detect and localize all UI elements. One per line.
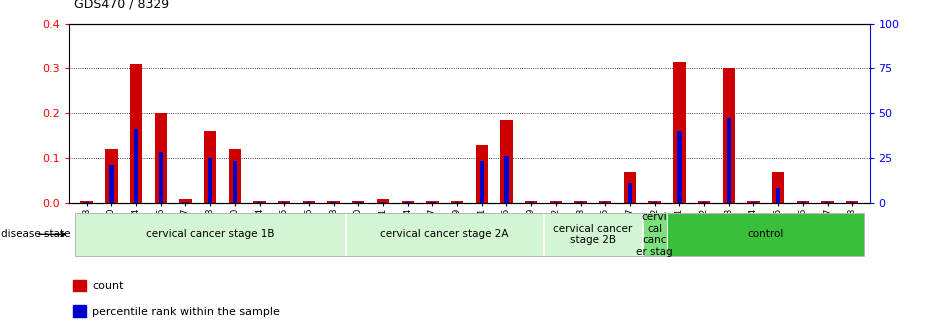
Bar (356, 202, 361, 203)
Text: cervical cancer stage 2A: cervical cancer stage 2A (380, 229, 509, 239)
Bar (208, 158, 213, 203)
Bar (72, 305, 85, 317)
Bar (751, 202, 756, 203)
Bar (228, 149, 241, 203)
Bar (796, 201, 809, 203)
Bar (525, 201, 537, 203)
Bar (405, 202, 410, 203)
Bar (327, 201, 339, 203)
Bar (179, 199, 191, 203)
FancyBboxPatch shape (643, 213, 667, 256)
Bar (278, 201, 290, 203)
Bar (648, 201, 660, 203)
Bar (554, 202, 558, 203)
Bar (479, 161, 484, 203)
Bar (158, 152, 163, 203)
Bar (776, 187, 781, 203)
Bar (697, 201, 710, 203)
Text: disease state: disease state (2, 229, 71, 239)
FancyBboxPatch shape (668, 213, 864, 256)
Bar (726, 118, 731, 203)
Bar (376, 199, 389, 203)
Bar (821, 201, 833, 203)
Bar (574, 201, 586, 203)
Bar (134, 129, 138, 203)
Bar (825, 202, 830, 203)
Bar (430, 202, 435, 203)
Bar (183, 202, 188, 203)
FancyBboxPatch shape (544, 213, 642, 256)
Bar (84, 202, 89, 203)
Bar (677, 131, 682, 203)
Bar (846, 201, 858, 203)
Bar (475, 145, 488, 203)
Bar (426, 201, 438, 203)
Bar (401, 201, 413, 203)
Bar (504, 156, 509, 203)
Bar (850, 202, 855, 203)
Bar (801, 202, 805, 203)
FancyBboxPatch shape (75, 213, 345, 256)
Bar (80, 201, 92, 203)
Bar (529, 202, 534, 203)
Bar (603, 202, 608, 203)
Text: control: control (747, 229, 784, 239)
FancyBboxPatch shape (347, 213, 543, 256)
Bar (747, 201, 759, 203)
Bar (154, 114, 166, 203)
Bar (204, 131, 216, 203)
Bar (130, 64, 142, 203)
Bar (331, 202, 336, 203)
Bar (282, 202, 287, 203)
Text: count: count (92, 281, 124, 291)
Text: cervi
cal
canc
er stag: cervi cal canc er stag (636, 212, 673, 257)
Bar (673, 62, 685, 203)
Bar (450, 201, 463, 203)
Bar (253, 201, 265, 203)
Bar (578, 202, 583, 203)
Bar (652, 202, 657, 203)
Text: cervical cancer stage 1B: cervical cancer stage 1B (146, 229, 275, 239)
Bar (352, 201, 364, 203)
Bar (257, 202, 262, 203)
Text: cervical cancer
stage 2B: cervical cancer stage 2B (553, 223, 633, 245)
Bar (105, 149, 117, 203)
Bar (549, 201, 562, 203)
Text: percentile rank within the sample: percentile rank within the sample (92, 307, 280, 317)
Bar (455, 202, 460, 203)
Text: GDS470 / 8329: GDS470 / 8329 (74, 0, 169, 10)
Bar (302, 201, 315, 203)
Bar (772, 172, 784, 203)
Bar (722, 69, 734, 203)
Bar (599, 201, 611, 203)
Bar (628, 183, 632, 203)
Bar (307, 202, 311, 203)
Bar (381, 202, 385, 203)
Bar (109, 165, 114, 203)
Bar (232, 161, 237, 203)
Bar (702, 202, 707, 203)
Bar (72, 280, 85, 291)
Bar (623, 172, 636, 203)
Bar (500, 120, 512, 203)
